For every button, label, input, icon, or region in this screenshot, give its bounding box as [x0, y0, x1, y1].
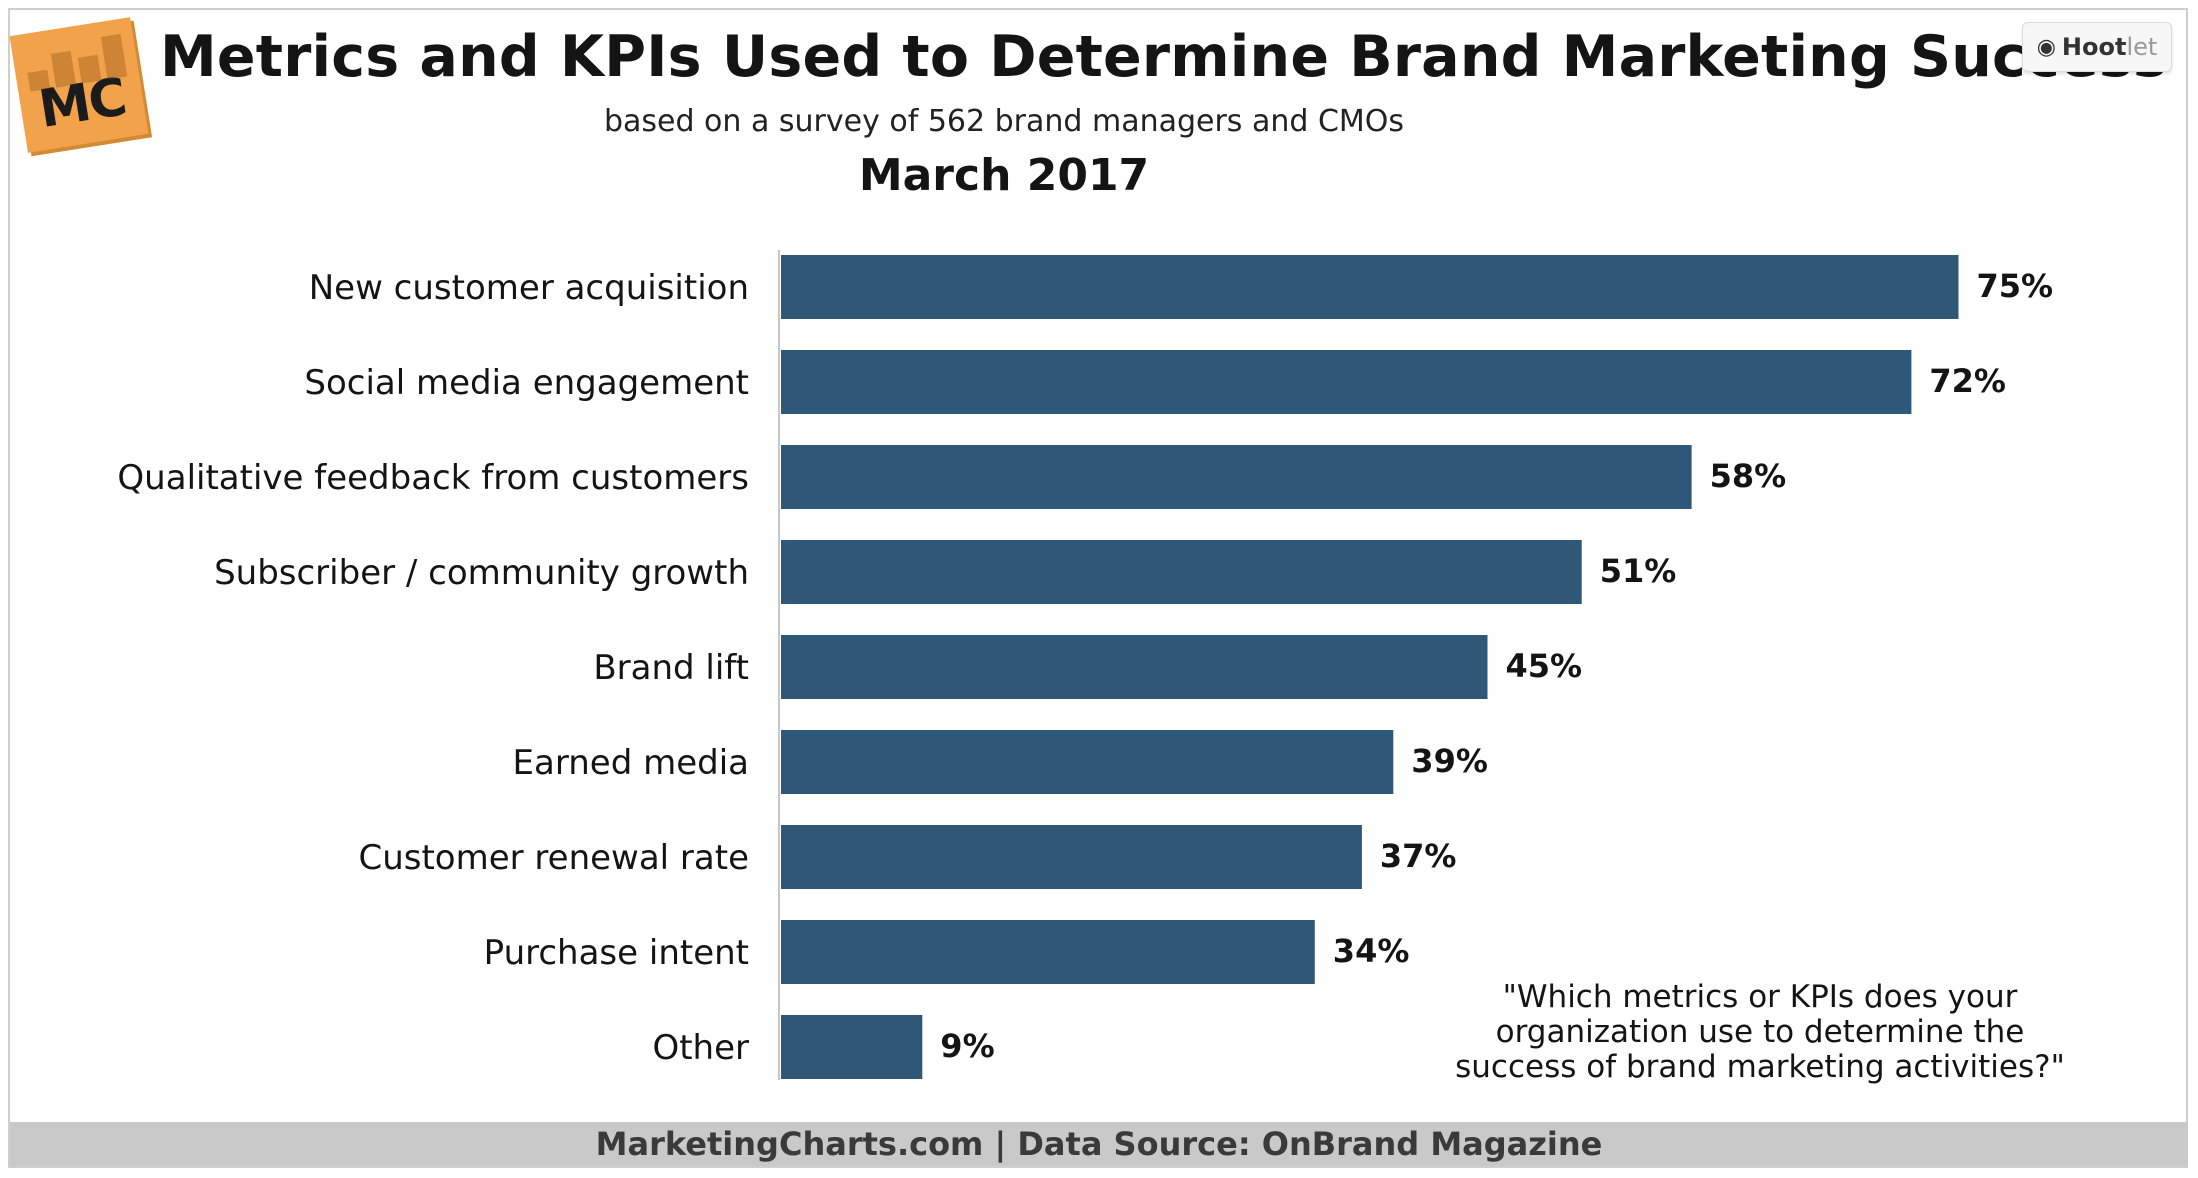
bar-1: [781, 255, 1959, 319]
bar-5: [781, 635, 1488, 699]
value-label-7: 37%: [1380, 837, 1457, 875]
hootlet-button[interactable]: ◉ Hootlet: [2022, 22, 2172, 72]
value-label-3: 58%: [1710, 457, 1787, 495]
category-label-6: Earned media: [513, 743, 749, 783]
bar-8: [781, 920, 1315, 984]
question-line-2: organization use to determine the: [1495, 1014, 2025, 1050]
category-label-9: Other: [652, 1028, 749, 1068]
value-label-9: 9%: [940, 1027, 994, 1065]
owl-icon: ◉: [2036, 34, 2056, 60]
value-label-4: 51%: [1600, 552, 1677, 590]
chart-subtitle: based on a survey of 562 brand managers …: [603, 104, 1405, 139]
bar-7: [781, 825, 1362, 889]
category-label-4: Subscriber / community growth: [214, 553, 749, 593]
category-label-3: Qualitative feedback from customers: [117, 458, 749, 498]
value-label-8: 34%: [1333, 932, 1410, 970]
category-label-7: Customer renewal rate: [358, 838, 749, 878]
question-line-1: "Which metrics or KPIs does your: [1502, 979, 2018, 1015]
chart-title: Metrics and KPIs Used to Determine Brand…: [160, 24, 2168, 90]
category-label-1: New customer acquisition: [309, 268, 749, 308]
bar-4: [781, 540, 1582, 604]
chart-date: March 2017: [858, 150, 1150, 201]
category-label-8: Purchase intent: [484, 933, 749, 973]
value-label-6: 39%: [1411, 742, 1488, 780]
value-label-2: 72%: [1929, 362, 2006, 400]
question-line-3: success of brand marketing activities?": [1455, 1049, 2065, 1085]
bar-3: [781, 445, 1692, 509]
bar-6: [781, 730, 1394, 794]
category-label-5: Brand lift: [593, 648, 749, 688]
category-label-2: Social media engagement: [304, 363, 749, 403]
hootlet-label: Hootlet: [2061, 33, 2158, 61]
footer-source: MarketingCharts.com | Data Source: OnBra…: [10, 1122, 2188, 1166]
bar-9: [781, 1015, 923, 1079]
value-label-5: 45%: [1506, 647, 1583, 685]
bar-2: [781, 350, 1912, 414]
value-label-1: 75%: [1977, 267, 2054, 305]
survey-question: "Which metrics or KPIs does your organiz…: [1450, 980, 2070, 1085]
